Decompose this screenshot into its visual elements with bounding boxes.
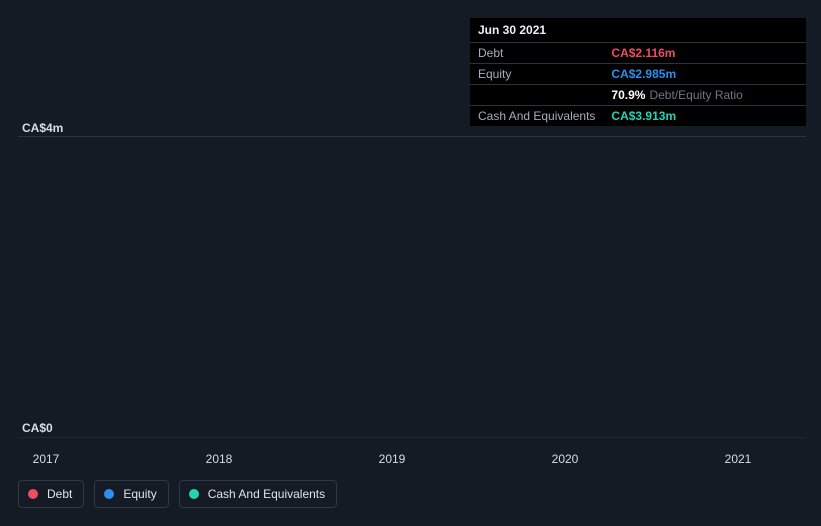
x-axis-tick: 2020: [552, 452, 579, 466]
legend-swatch-icon: [189, 489, 199, 499]
tooltip-row-equity: Equity CA$2.985m: [470, 64, 806, 85]
legend-item-debt[interactable]: Debt: [18, 480, 84, 508]
legend-item-cash[interactable]: Cash And Equivalents: [179, 480, 337, 508]
tooltip-label: Cash And Equivalents: [470, 106, 603, 127]
legend-label: Equity: [123, 487, 156, 501]
legend-item-equity[interactable]: Equity: [94, 480, 168, 508]
tooltip-value: 70.9%Debt/Equity Ratio: [603, 85, 806, 106]
x-axis-tick: 2017: [33, 452, 60, 466]
chart-tooltip: Jun 30 2021 Debt CA$2.116m Equity CA$2.9…: [470, 18, 806, 126]
chart-svg: [18, 136, 806, 438]
x-axis-tick: 2019: [379, 452, 406, 466]
tooltip-label: Equity: [470, 64, 603, 85]
legend-label: Cash And Equivalents: [208, 487, 325, 501]
legend-label: Debt: [47, 487, 72, 501]
tooltip-label: [470, 85, 603, 106]
tooltip-value: CA$2.116m: [603, 43, 806, 64]
legend-swatch-icon: [28, 489, 38, 499]
x-axis-tick: 2018: [206, 452, 233, 466]
tooltip-row-cash: Cash And Equivalents CA$3.913m: [470, 106, 806, 127]
tooltip-row-debt: Debt CA$2.116m: [470, 43, 806, 64]
tooltip-row-ratio: 70.9%Debt/Equity Ratio: [470, 85, 806, 106]
chart-legend: Debt Equity Cash And Equivalents: [18, 480, 337, 508]
tooltip-value: CA$2.985m: [603, 64, 806, 85]
y-axis-tick-max: CA$4m: [22, 121, 63, 135]
chart-plot: [18, 136, 806, 438]
tooltip-label: Debt: [470, 43, 603, 64]
tooltip-date: Jun 30 2021: [470, 18, 806, 43]
legend-swatch-icon: [104, 489, 114, 499]
x-axis-tick: 2021: [725, 452, 752, 466]
tooltip-value: CA$3.913m: [603, 106, 806, 127]
